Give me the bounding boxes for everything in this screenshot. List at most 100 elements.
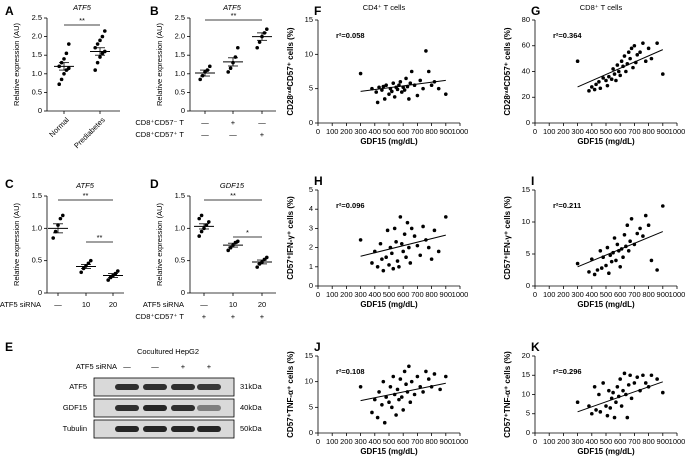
y-tick-label: 0: [526, 281, 530, 290]
data-point: [641, 234, 645, 238]
data-point: [612, 415, 617, 420]
data-point: [382, 420, 387, 425]
y-tick-label: 15: [305, 351, 313, 360]
data-point: [632, 43, 637, 48]
x-tick-label: 0: [533, 127, 537, 136]
data-point: [399, 90, 404, 94]
significance-label: **: [230, 191, 236, 200]
data-point: [207, 220, 211, 224]
data-point: [641, 373, 645, 378]
data-point: [375, 100, 380, 105]
y-tick-label: 0.5: [175, 256, 185, 265]
data-point: [384, 255, 388, 259]
y-tick-label: 1.0: [175, 223, 185, 232]
data-point: [51, 236, 55, 240]
panel-letter: G: [531, 4, 540, 18]
condition-value: —: [123, 362, 131, 371]
band: [143, 405, 167, 411]
x-tick-label: 0: [533, 437, 537, 446]
data-point: [415, 93, 420, 98]
panel-letter: F: [314, 4, 321, 18]
x-axis-label: GDF15 (mg/dL): [360, 447, 418, 456]
data-point: [399, 241, 404, 246]
y-tick-label: 2.5: [32, 13, 42, 22]
data-point: [380, 402, 384, 407]
data-point: [638, 50, 642, 54]
annotation: r²=0.296: [553, 367, 582, 376]
data-point: [619, 59, 624, 63]
x-axis-label: GDF15 (mg/dL): [360, 137, 418, 146]
y-tick-label: 2: [309, 243, 313, 252]
condition-value: —: [201, 130, 209, 139]
x-tick-label: 0: [533, 290, 537, 299]
x-tick-label: 400: [369, 437, 382, 446]
data-point: [358, 385, 363, 389]
x-tick-label: 600: [397, 127, 410, 136]
condition-value: —: [201, 118, 209, 127]
band: [171, 426, 195, 432]
x-tick-label: 500: [600, 437, 613, 446]
y-tick-label: 5: [526, 409, 530, 418]
data-point: [402, 232, 407, 236]
data-point: [444, 215, 448, 219]
data-point: [587, 89, 591, 93]
data-point: [388, 385, 393, 389]
x-tick-label: 400: [586, 290, 599, 299]
data-point: [418, 78, 423, 83]
data-point: [59, 77, 64, 82]
panel-title: ATF5: [72, 3, 92, 12]
data-point: [629, 217, 634, 221]
x-tick-label: 500: [600, 290, 613, 299]
data-point: [375, 415, 380, 420]
data-point: [106, 278, 110, 282]
data-point: [233, 55, 238, 59]
data-point: [384, 395, 388, 399]
data-point: [646, 46, 651, 51]
band: [143, 384, 167, 390]
significance-label: **: [79, 16, 85, 25]
trend-line: [577, 381, 663, 413]
data-point: [604, 404, 608, 408]
band-size: 40kDa: [240, 403, 263, 412]
data-point: [598, 86, 603, 91]
x-tick-label: 400: [586, 127, 599, 136]
data-point: [575, 59, 580, 63]
data-point: [407, 364, 411, 369]
x-tick-label: 500: [383, 127, 396, 136]
y-axis-label: CD57⁺IFN-γ⁺ cells (%): [286, 196, 295, 280]
band-name: Tubulin: [63, 424, 87, 433]
data-point: [236, 239, 240, 244]
data-point: [608, 406, 613, 410]
data-point: [629, 46, 634, 51]
data-point: [399, 395, 404, 399]
data-point: [432, 372, 437, 376]
condition-value: +: [260, 130, 265, 139]
y-axis-label: CD28ⁿᵘˡˡCD57⁺ cells (%): [286, 27, 295, 116]
data-point: [605, 83, 610, 88]
data-point: [594, 82, 598, 87]
data-point: [61, 213, 65, 218]
data-point: [67, 42, 71, 46]
x-tick-label: 200: [340, 127, 353, 136]
condition-value: —: [229, 130, 237, 139]
data-point: [395, 87, 400, 92]
data-point: [615, 63, 620, 67]
data-point: [601, 76, 605, 80]
x-tick-label: 900: [440, 290, 453, 299]
panel-title: ATF5: [75, 181, 95, 190]
annotation: r²=0.364: [553, 31, 582, 40]
x-tick-label: 1000: [669, 290, 685, 299]
band-size: 31kDa: [240, 382, 263, 391]
y-tick-label: 2.5: [175, 13, 185, 22]
x-tick-label: 200: [557, 437, 570, 446]
data-point: [407, 97, 411, 101]
data-point: [622, 233, 627, 237]
data-point: [655, 377, 659, 381]
y-tick-label: 10: [305, 377, 313, 386]
y-tick-label: 80: [522, 15, 530, 24]
band: [143, 426, 167, 432]
data-point: [387, 263, 391, 267]
x-tick-label: 900: [440, 437, 453, 446]
y-tick-label: 0: [181, 106, 185, 115]
condition-value: +: [260, 312, 265, 321]
